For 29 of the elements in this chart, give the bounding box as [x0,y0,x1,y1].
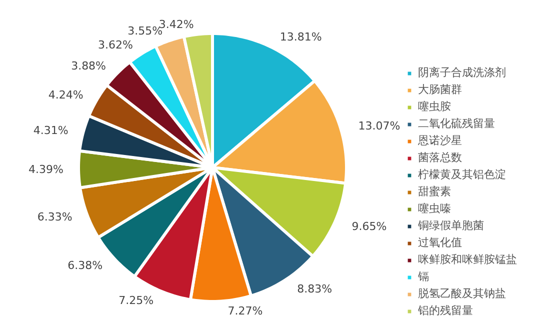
legend-label: 阴离子合成洗涤剂 [418,65,506,80]
data-label: 7.25% [118,294,154,308]
data-label: 13.07% [358,119,400,132]
legend-label: 大肠菌群 [418,82,462,97]
data-label: 6.38% [68,259,103,272]
legend-label: 脱氢乙酸及其钠盐 [418,286,506,301]
legend-label: 甜蜜素 [418,184,451,199]
legend-label: 二氧化硫残留量 [418,116,495,131]
legend-label: 噻虫嗪 [418,201,451,216]
data-label: 4.39% [28,162,64,176]
data-label: 4.24% [48,88,84,102]
data-label: 3.88% [71,59,106,72]
legend-label: 噻虫胺 [418,99,451,114]
data-label: 3.55% [128,24,163,38]
data-label: 3.62% [98,38,133,52]
legend-label: 铜绿假单胞菌 [418,218,484,233]
data-label: 9.65% [352,220,387,233]
legend-label: 菌落总数 [418,150,462,165]
legend-label: 镉 [418,269,430,284]
data-label: 8.83% [297,282,332,296]
legend-label: 柠檬黄及其铝色淀 [418,167,506,182]
data-label: 7.27% [228,304,263,318]
legend-label: 咪鲜胺和咪鲜胺锰盐 [418,252,517,267]
data-label: 4.31% [33,124,68,138]
data-label: 6.33% [37,210,72,224]
legend-label: 恩诺沙星 [418,133,462,148]
legend-label: 过氧化值 [418,235,462,250]
legend-label: 铝的残留量 [418,303,473,318]
data-label: 13.81% [280,30,322,44]
